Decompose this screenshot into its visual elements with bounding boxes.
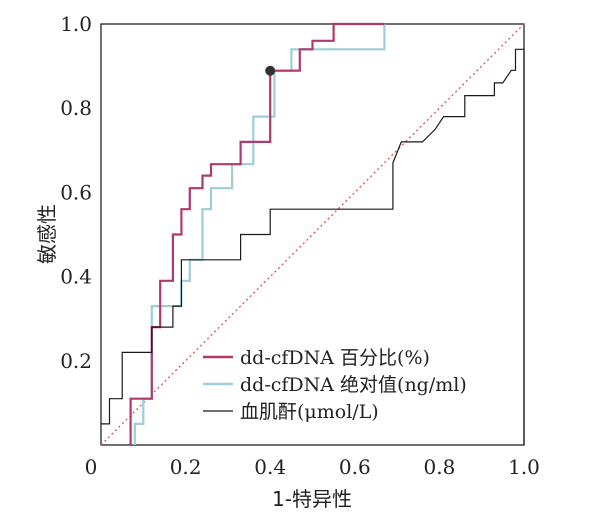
legend-label-3: 血肌酐(μmol/L) (240, 401, 379, 423)
x-tick-label: 0.4 (254, 455, 286, 479)
y-tick-label: 1.0 (60, 12, 92, 36)
x-tick-label: 0 (85, 455, 98, 479)
y-tick-label: 0.6 (60, 180, 92, 204)
x-axis-title: 1-特异性 (272, 487, 352, 511)
y-tick-label: 0.4 (60, 265, 92, 289)
cutoff-point (265, 65, 276, 76)
x-tick-label: 0.6 (339, 455, 371, 479)
x-tick-label: 1.0 (508, 455, 540, 479)
y-tick-label: 0.2 (60, 349, 92, 373)
series-line-3 (101, 48, 525, 445)
x-tick-label: 0.2 (170, 455, 202, 479)
x-tick-label: 0.8 (423, 455, 455, 479)
y-axis-title: 敏感性 (35, 204, 59, 264)
legend-label-1: dd-cfDNA 百分比(%) (240, 347, 430, 369)
legend-label-2: dd-cfDNA 绝对值(ng/ml) (240, 374, 467, 396)
series-line-1 (129, 22, 385, 445)
y-tick-label: 0.8 (60, 96, 92, 120)
